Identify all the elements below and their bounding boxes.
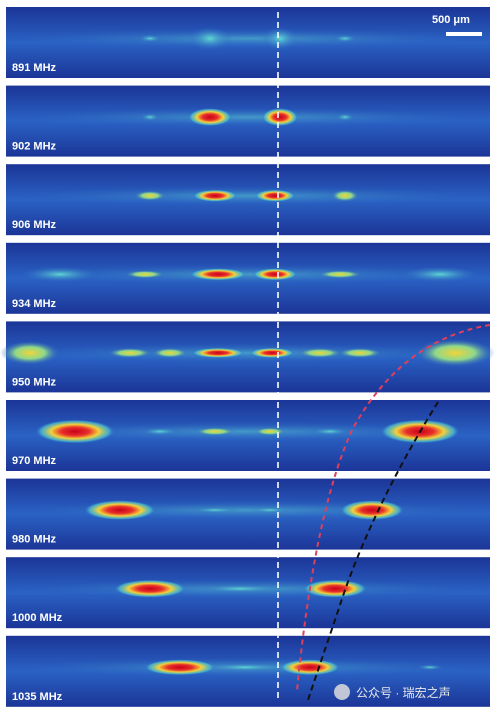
frequency-label: 891 MHz	[12, 62, 57, 74]
frequency-label: 1035 MHz	[12, 691, 63, 703]
panel: 1035 MHz	[6, 635, 490, 707]
hot-spot	[338, 347, 382, 358]
hot-spot	[188, 26, 232, 51]
hot-spot	[333, 34, 357, 43]
field-band	[8, 107, 488, 128]
hot-spot	[310, 427, 350, 436]
frequency-label: 950 MHz	[12, 376, 57, 388]
hot-spot	[298, 347, 342, 358]
hot-spot	[144, 659, 216, 676]
watermark-icon	[334, 684, 350, 700]
frequency-label: 934 MHz	[12, 298, 57, 310]
hot-spot	[318, 270, 362, 279]
panel: 906 MHz	[6, 164, 490, 236]
frequency-label: 970 MHz	[12, 455, 57, 467]
scale-bar	[446, 32, 482, 36]
hot-spot	[191, 507, 239, 514]
hot-spot	[262, 26, 298, 51]
hot-spot	[190, 268, 246, 281]
hot-spot	[108, 347, 152, 358]
hot-spot	[140, 113, 160, 122]
watermark: 公众号 · 瑞宏之声	[356, 685, 451, 700]
hot-spot	[138, 34, 162, 43]
hot-spot	[340, 500, 404, 521]
field-band	[8, 342, 488, 363]
hot-spot	[152, 347, 188, 358]
panel: 934 MHz	[6, 242, 490, 314]
hot-spot	[188, 108, 232, 127]
hot-spot	[250, 347, 294, 358]
hot-spot	[125, 270, 165, 279]
hot-spot	[254, 427, 286, 436]
field-band	[8, 264, 488, 285]
field-band	[8, 185, 488, 206]
hot-spot	[20, 266, 100, 283]
hot-spot	[303, 579, 367, 598]
hot-spot	[416, 664, 444, 671]
hot-spot	[255, 189, 295, 202]
panel: 891 MHz	[6, 7, 490, 78]
hot-spot	[134, 190, 166, 201]
panel: 902 MHz	[6, 85, 490, 157]
hot-spot	[200, 584, 280, 593]
hot-spot	[140, 427, 180, 436]
field-band	[8, 500, 488, 521]
hot-spot	[335, 113, 355, 122]
panel: 950 MHz	[0, 321, 495, 393]
hot-spot	[0, 340, 60, 365]
field-band	[8, 421, 488, 442]
hot-spot	[400, 266, 480, 283]
hot-spot	[192, 347, 244, 358]
frequency-label: 980 MHz	[12, 534, 57, 546]
hot-spot	[253, 268, 297, 281]
hot-spot	[205, 663, 285, 672]
panels: 891 MHz 902 MHz 906 MHz 934 MHz 950 MHz 970 M…	[0, 7, 495, 707]
frequency-label: 902 MHz	[12, 141, 57, 153]
field-band	[8, 28, 488, 49]
hot-spot	[35, 419, 115, 444]
hot-spot	[195, 427, 235, 436]
hot-spot	[331, 189, 359, 202]
hot-spot	[280, 659, 340, 676]
hot-spot	[84, 500, 156, 521]
frequency-label: 1000 MHz	[12, 612, 63, 624]
panel: 980 MHz	[6, 478, 490, 550]
hot-spot	[250, 507, 290, 514]
overlay: 500 μm 公众号 · 瑞宏之声	[277, 12, 491, 701]
hot-spot	[114, 579, 186, 598]
panel: 1000 MHz	[6, 557, 490, 629]
frequency-label: 906 MHz	[12, 219, 57, 231]
hot-spot	[262, 108, 298, 127]
panel: 970 MHz	[6, 400, 490, 471]
black-trace	[307, 401, 439, 701]
hot-spot	[415, 338, 495, 367]
hot-spot	[193, 189, 237, 202]
scale-bar-label: 500 μm	[432, 14, 470, 26]
